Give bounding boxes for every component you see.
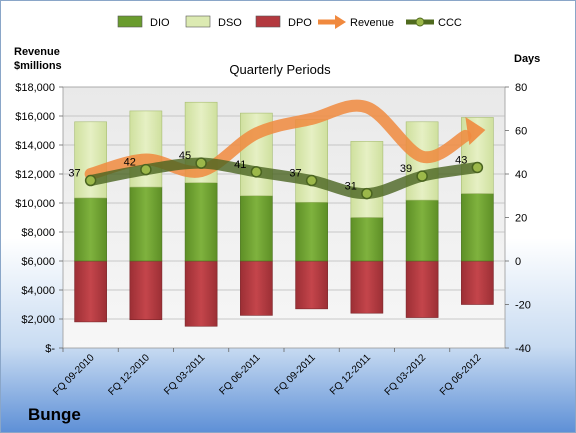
bar-dio [405, 199, 439, 262]
bar-dpo [240, 260, 273, 316]
ccc-data-label: 42 [124, 157, 136, 169]
left-tick-label: $18,000 [15, 82, 55, 94]
left-tick-label: $12,000 [15, 169, 55, 181]
right-tick-label: -40 [515, 343, 531, 355]
right-tick-label: 40 [515, 169, 527, 181]
bar-dio [129, 186, 163, 262]
bar-dio [184, 182, 218, 262]
left-tick-label: $10,000 [15, 198, 55, 210]
bar-dpo [129, 260, 163, 321]
ccc-data-label: 41 [234, 159, 246, 171]
ccc-marker [305, 174, 318, 187]
right-tick-label: 80 [515, 82, 527, 94]
left-axis-title-line1: Revenue [14, 46, 60, 58]
legend-swatch-dpo [255, 15, 281, 28]
bar-dpo [295, 260, 328, 310]
chart-title: Quarterly Periods [229, 62, 331, 77]
ccc-marker [361, 187, 373, 200]
bar-dpo [184, 260, 218, 327]
ccc-marker [250, 166, 263, 178]
bar-dio [350, 217, 384, 262]
legend-swatch-ccc-marker [415, 17, 425, 27]
left-tick-label: $6,000 [21, 256, 55, 268]
ccc-marker [195, 157, 207, 169]
bar-dio [240, 195, 273, 262]
ccc-data-label: 31 [345, 181, 357, 193]
revenue-arrowhead [465, 116, 486, 145]
left-tick-label: $2,000 [21, 314, 55, 326]
left-axis-title-line2: $millions [14, 60, 62, 72]
bar-dso [295, 119, 328, 203]
legend-label: DIO [150, 17, 170, 29]
bar-dpo [74, 260, 107, 323]
bar-dio [74, 197, 107, 262]
ccc-data-label: 45 [179, 150, 191, 162]
ccc-data-label: 39 [400, 163, 412, 175]
ccc-data-label: 37 [68, 168, 80, 180]
legend-swatch-dio [117, 15, 143, 28]
right-axis-title: Days [514, 53, 540, 65]
ccc-marker [471, 161, 484, 174]
legend-swatch-revenue-head [335, 15, 346, 29]
legend-label: Revenue [350, 17, 394, 29]
legend-label: CCC [438, 17, 462, 29]
right-axis-ticks: -40 -20 0 20 40 60 80 [505, 82, 531, 355]
bar-dso [74, 121, 107, 199]
right-tick-label: 0 [515, 256, 521, 268]
left-tick-label: $- [45, 343, 55, 355]
bar-dpo [405, 260, 439, 318]
ccc-data-label: 43 [455, 154, 467, 166]
right-tick-label: 20 [515, 213, 527, 225]
right-tick-label: -20 [515, 300, 531, 312]
left-tick-label: $4,000 [21, 285, 55, 297]
legend-label: DPO [288, 17, 312, 29]
bar-dio [295, 201, 328, 262]
ccc-marker [84, 174, 97, 187]
left-tick-label: $14,000 [15, 140, 55, 152]
right-tick-label: 60 [515, 126, 527, 138]
left-tick-label: $8,000 [21, 227, 55, 239]
left-tick-label: $16,000 [15, 111, 55, 123]
revenue-line [84, 99, 472, 180]
revenue-series [84, 99, 486, 180]
bar-dpo [461, 260, 494, 305]
legend-swatch-dso [185, 15, 211, 28]
company-name: Bunge [28, 405, 81, 424]
bar-dio [461, 193, 494, 262]
ccc-marker [140, 163, 152, 176]
legend-label: DSO [218, 17, 242, 29]
legend: DIO DSO DPO Revenue CCC [117, 15, 462, 29]
left-axis-ticks: $- $2,000 $4,000 $6,000 $8,000 $10,000 $12,000… [15, 82, 63, 355]
ccc-data-label: 37 [289, 168, 301, 180]
bar-dpo [350, 260, 384, 314]
ccc-series: 37 42 45 41 37 31 39 43 [68, 150, 484, 200]
ccc-marker [416, 170, 428, 182]
bar-dso [350, 141, 384, 218]
